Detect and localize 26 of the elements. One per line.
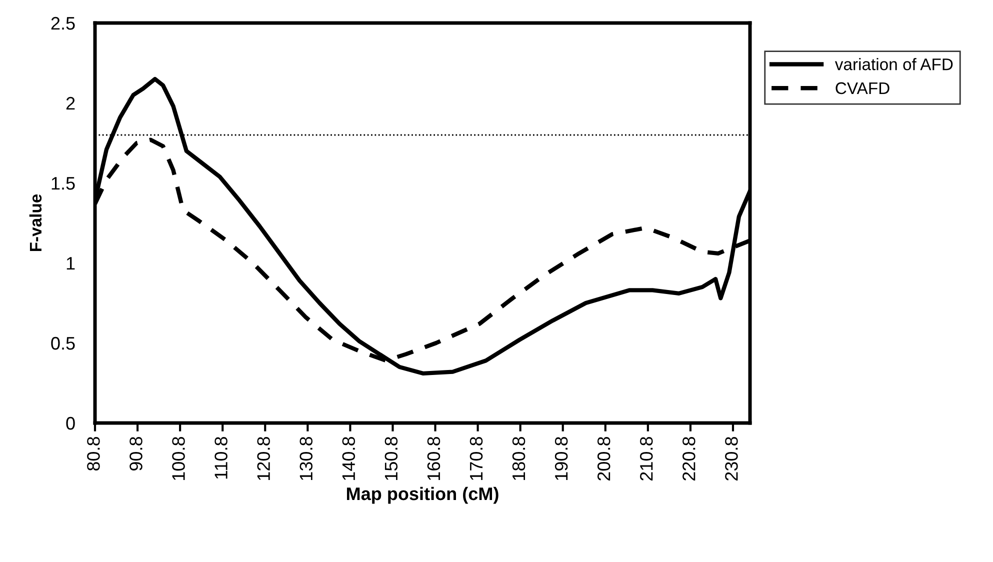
x-tick-label: 140.8 — [342, 436, 356, 480]
x-tick-label: 100.8 — [172, 436, 185, 480]
y-axis-title: F-value — [29, 194, 42, 252]
x-tick-label: 120.8 — [257, 436, 270, 480]
x-tick-label: 210.8 — [640, 436, 653, 480]
legend-label: CVAFD — [836, 82, 890, 94]
y-tick-label: 0.5 — [51, 336, 75, 350]
x-tick-label: 130.8 — [300, 436, 313, 480]
x-tick-label: 80.8 — [87, 436, 100, 471]
x-tick-label: 200.8 — [597, 436, 610, 480]
x-tick-label: 220.8 — [682, 436, 696, 480]
x-tick-label: 160.8 — [427, 436, 440, 480]
x-tick-label: 150.8 — [384, 436, 398, 480]
x-axis-title: Map position (cM) — [346, 486, 498, 504]
legend-label: variation of AFD — [834, 58, 953, 70]
x-tick-label: 170.8 — [470, 436, 483, 480]
x-tick-label: 180.8 — [512, 436, 526, 480]
y-tick-label: 1.5 — [52, 177, 75, 190]
y-tick-label: 2 — [66, 96, 75, 110]
y-tick-label: 2.5 — [51, 16, 75, 30]
y-tick-label: 0 — [66, 416, 75, 430]
y-tick-label: 1 — [66, 257, 75, 270]
x-tick-label: 90.8 — [130, 436, 142, 470]
x-tick-label: 230.8 — [725, 436, 738, 480]
x-tick-label: 190.8 — [554, 436, 568, 480]
x-tick-label: 110.8 — [214, 436, 228, 479]
